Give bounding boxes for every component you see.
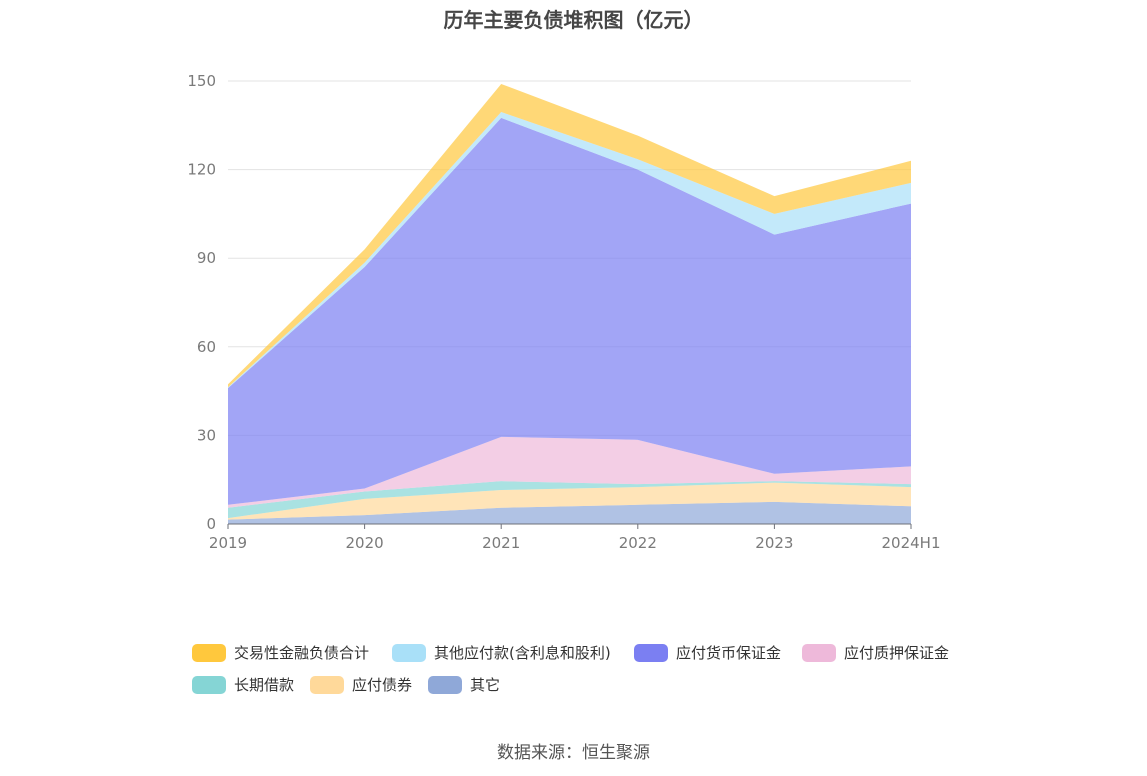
legend-swatch [392,643,426,662]
legend-swatch [310,675,344,694]
legend-swatch [634,643,668,662]
y-tick-label: 0 [206,515,216,533]
y-tick-label: 30 [197,426,216,444]
legend-label: 应付货币保证金 [676,644,782,662]
y-tick-label: 90 [197,249,216,267]
y-tick-label: 150 [187,72,216,90]
legend-item[interactable]: 其它 [428,674,500,695]
x-tick-label: 2024H1 [882,534,941,552]
x-tick-label: 2020 [346,534,384,552]
legend-label: 应付债券 [352,676,413,694]
legend-label: 其他应付款(含利息和股利) [434,644,611,662]
area-series [228,436,911,508]
legend-item[interactable]: 应付质押保证金 [802,642,949,663]
legend-label: 长期借款 [234,676,295,694]
legend-label: 应付质押保证金 [844,644,950,662]
area-series [228,481,911,519]
legend-item[interactable]: 其他应付款(含利息和股利) [392,642,611,663]
x-tick-label: 2023 [755,534,793,552]
legend-item[interactable]: 长期借款 [192,674,294,695]
chart-title: 历年主要负债堆积图（亿元） [443,8,704,32]
legend-swatch [802,643,836,662]
y-tick-label: 60 [197,338,216,356]
legend-swatch [192,675,226,694]
legend-label: 交易性金融负债合计 [234,644,370,662]
x-tick-label: 2021 [482,534,520,552]
legend-item[interactable]: 应付货币保证金 [634,642,781,663]
x-tick-label: 2019 [209,534,247,552]
legend-swatch [428,675,462,694]
area-series [228,482,911,520]
stacked-area-chart: 0 30 60 90 120 150 2019 2020 2021 2022 2023 2024H1 [187,72,941,552]
legend-swatch [192,643,226,662]
area-series [228,501,911,524]
area-series [228,117,911,505]
legend-item[interactable]: 应付债券 [310,674,412,695]
legend-label: 其它 [470,676,501,694]
legend-item[interactable]: 交易性金融负债合计 [192,642,369,663]
y-tick-label: 120 [187,161,216,179]
x-tick-label: 2022 [619,534,657,552]
data-source: 数据来源：恒生聚源 [497,743,650,763]
